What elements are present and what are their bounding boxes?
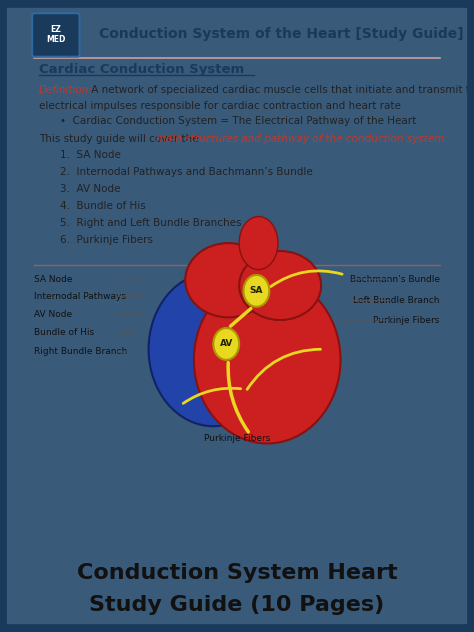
Text: AV: AV xyxy=(219,339,233,348)
Text: 4.  Bundle of His: 4. Bundle of His xyxy=(60,201,146,211)
Text: EZ
MED: EZ MED xyxy=(46,25,65,44)
Text: Internodal Pathways: Internodal Pathways xyxy=(34,291,126,301)
Text: Cardiac Conduction System: Cardiac Conduction System xyxy=(38,63,244,76)
Circle shape xyxy=(244,275,269,307)
Text: Conduction System Heart: Conduction System Heart xyxy=(77,563,397,583)
Text: Definition:: Definition: xyxy=(38,85,92,95)
Text: 6.  Purkinje Fibers: 6. Purkinje Fibers xyxy=(60,235,153,245)
Text: 3.  AV Node: 3. AV Node xyxy=(60,184,121,194)
Circle shape xyxy=(213,328,239,360)
Text: This study guide will cover the: This study guide will cover the xyxy=(38,134,201,144)
Ellipse shape xyxy=(194,276,340,444)
Text: Left Bundle Branch: Left Bundle Branch xyxy=(353,296,440,305)
Text: 2.  Internodal Pathways and Bachmann’s Bundle: 2. Internodal Pathways and Bachmann’s Bu… xyxy=(60,167,313,177)
Text: SA Node: SA Node xyxy=(34,275,73,284)
Text: 5.  Right and Left Bundle Branches: 5. Right and Left Bundle Branches xyxy=(60,218,242,228)
Ellipse shape xyxy=(239,251,321,320)
FancyBboxPatch shape xyxy=(32,13,80,57)
Text: main structures and pathway of the conduction system:: main structures and pathway of the condu… xyxy=(156,134,448,144)
Text: Purkinje Fibers: Purkinje Fibers xyxy=(204,434,270,443)
Ellipse shape xyxy=(148,272,278,426)
Text: Bachmann’s Bundle: Bachmann’s Bundle xyxy=(350,275,440,284)
Text: •  Cardiac Conduction System = The Electrical Pathway of the Heart: • Cardiac Conduction System = The Electr… xyxy=(47,116,417,126)
Text: Right Bundle Branch: Right Bundle Branch xyxy=(34,348,128,356)
Text: SA: SA xyxy=(250,286,263,295)
Text: Bundle of His: Bundle of His xyxy=(34,328,94,337)
Text: AV Node: AV Node xyxy=(34,310,73,319)
Text: Conduction System of the Heart [Study Guide]: Conduction System of the Heart [Study Gu… xyxy=(99,27,464,41)
Ellipse shape xyxy=(185,243,272,317)
Text: A network of specialized cardiac muscle cells that initiate and transmit the: A network of specialized cardiac muscle … xyxy=(88,85,474,95)
Ellipse shape xyxy=(239,217,278,270)
Text: Study Guide (10 Pages): Study Guide (10 Pages) xyxy=(90,595,384,615)
Text: Purkinje Fibers: Purkinje Fibers xyxy=(374,315,440,325)
Text: 1.  SA Node: 1. SA Node xyxy=(60,150,121,160)
Text: electrical impulses responsible for cardiac contraction and heart rate: electrical impulses responsible for card… xyxy=(38,100,401,111)
